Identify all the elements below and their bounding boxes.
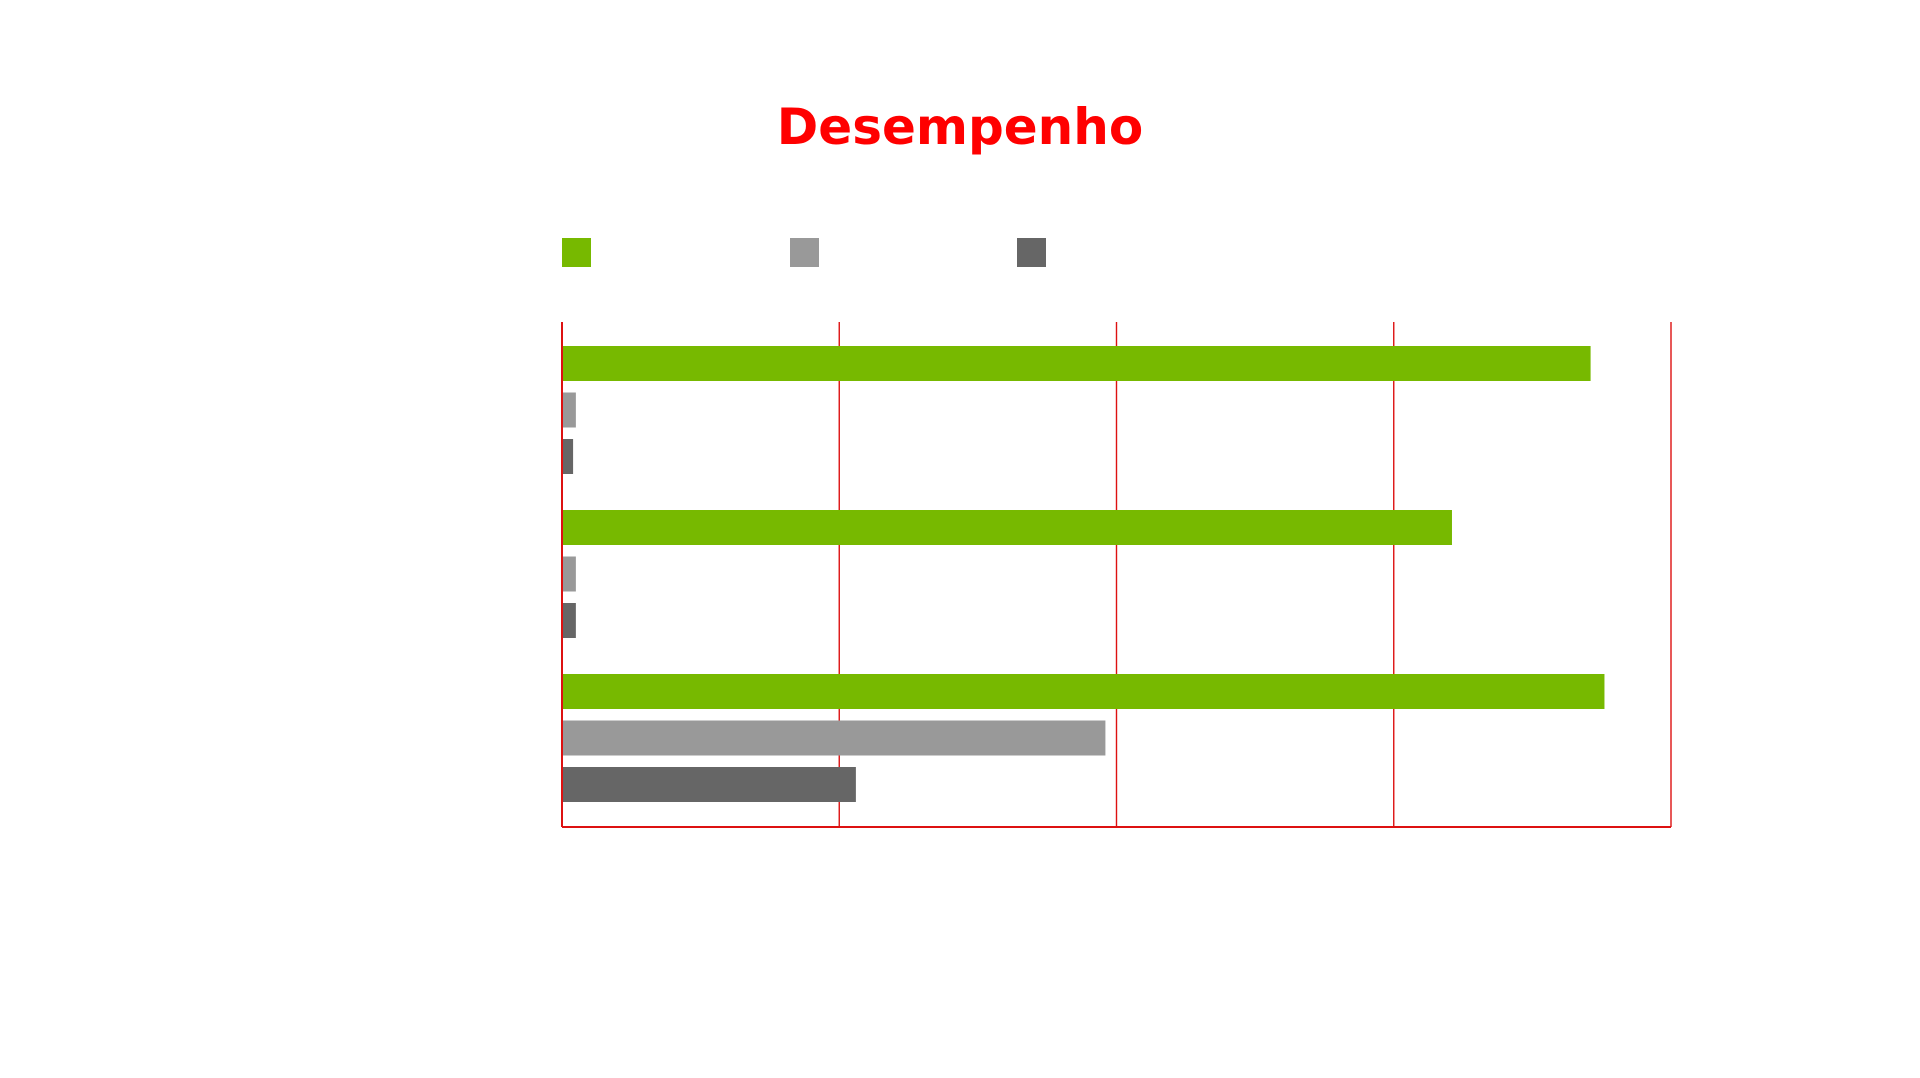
chart-title: Desempenho [776, 98, 1144, 156]
bar-group1-series3 [562, 439, 574, 474]
axes [561, 322, 1671, 828]
legend-swatch-2 [790, 238, 819, 267]
bar-group3-series2 [562, 720, 1106, 756]
legend-swatch-3 [1017, 238, 1046, 267]
legend-swatch-1 [562, 238, 591, 267]
bar-group3-series1 [562, 674, 1605, 709]
bar-group1-series2 [562, 392, 576, 428]
bars [562, 346, 1605, 802]
bar-group3-series3 [562, 767, 856, 802]
bar-group2-series1 [562, 510, 1452, 545]
legend [562, 238, 1046, 267]
bar-group2-series2 [562, 556, 576, 592]
bar-group1-series1 [562, 346, 1591, 381]
bar-group2-series3 [562, 603, 576, 638]
